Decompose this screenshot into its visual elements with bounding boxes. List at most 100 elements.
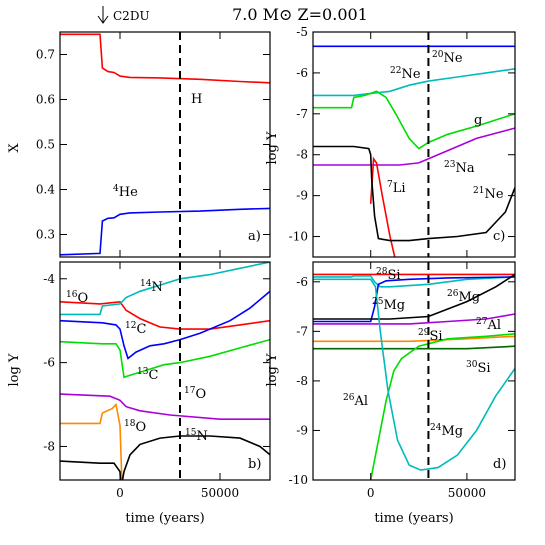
label-O18-symbol: O (135, 420, 146, 435)
label-Li7-mass: 7 (387, 180, 393, 190)
panel-a-frame (59, 31, 271, 258)
y-tick-label: -6 (43, 356, 55, 370)
y-tick-label: -8 (296, 148, 308, 162)
panel-b: -8-6-40 50000 log Y time (years) 16O 14N … (7, 261, 271, 526)
label-Mg26: 26Mg (447, 289, 480, 305)
y-tick-label: 0.5 (36, 138, 55, 152)
label-Si30-symbol: Si (477, 361, 490, 376)
y-tick-label: -5 (296, 25, 308, 39)
label-Al26-mass: 26 (343, 393, 355, 403)
series-16o (60, 300, 270, 330)
series-24mg (313, 278, 515, 471)
panel-c-tag: c) (493, 229, 505, 244)
label-Ne20-symbol: Ne (443, 51, 462, 66)
x-tick-label: 0 (116, 486, 124, 500)
panel-b-tag: b) (248, 457, 261, 472)
series-25mg (313, 275, 515, 288)
panel-b-ylabel: log Y (7, 353, 22, 386)
y-tick-label: -4 (43, 272, 55, 286)
label-Mg25-symbol: Mg (383, 298, 405, 313)
label-C13-symbol: C (148, 368, 158, 383)
label-N14-mass: 14 (140, 279, 152, 289)
label-Mg26-symbol: Mg (458, 290, 480, 305)
panel-d: -10-9-8-7-60 50000 log Y time (years) 28S… (265, 261, 516, 526)
label-Na23-mass: 23 (444, 160, 456, 170)
label-Al27: 27Al (476, 317, 501, 333)
panel-a: 0.3 0.4 0.5 0.6 0.7 X H 4He a) (7, 31, 271, 258)
label-He-symbol: He (119, 185, 138, 200)
label-C12-mass: 12 (125, 321, 136, 331)
x-tick-label: 50000 (201, 486, 239, 500)
y-tick-label: 0.4 (36, 183, 55, 197)
y-tick-label: 0.3 (36, 228, 55, 242)
y-tick-label: -9 (296, 189, 308, 203)
label-Mg26-mass: 26 (447, 289, 459, 299)
label-Mg24-symbol: Mg (441, 424, 463, 439)
label-Ne22-mass: 22 (390, 66, 401, 76)
label-O18: 18O (124, 419, 146, 435)
label-Ne21: 21Ne (473, 186, 504, 202)
figure-title: 7.0 M⊙ Z=0.001 (232, 5, 368, 24)
y-tick-label: -7 (296, 107, 308, 121)
x-tick-label: 0 (367, 486, 375, 500)
series-g (313, 90, 515, 150)
label-Na23-symbol: Na (455, 161, 474, 176)
y-tick-label: -10 (289, 473, 308, 487)
series-22ne (313, 68, 515, 97)
panel-c: -10-9-8-7-6-5 log Y 20Ne 22Ne g 23Na 7Li… (265, 25, 516, 258)
label-Si28-symbol: Si (387, 268, 400, 283)
series-14n (60, 262, 270, 316)
label-Al27-mass: 27 (476, 317, 488, 327)
panel-a-ticks: 0.3 0.4 0.5 0.6 0.7 (36, 32, 270, 257)
label-C12-symbol: C (136, 322, 146, 337)
series-18o (60, 402, 123, 480)
series-15n (60, 435, 270, 480)
panel-d-frame (312, 261, 516, 481)
label-Ne20-mass: 20 (432, 50, 444, 60)
label-Mg25-mass: 25 (372, 297, 384, 307)
label-C13-mass: 13 (137, 367, 149, 377)
y-tick-label: -8 (296, 374, 308, 388)
y-tick-label: -6 (296, 275, 308, 289)
panel-d-xlabel: time (years) (374, 511, 453, 526)
label-Li7: 7Li (387, 180, 406, 196)
y-tick-label: -8 (43, 439, 55, 453)
panel-c-ylabel: log Y (265, 131, 280, 164)
y-tick-label: -10 (289, 230, 308, 244)
panel-c-frame (312, 31, 516, 258)
panel-d-ylabel: log Y (265, 353, 280, 386)
label-Al27-symbol: Al (486, 318, 501, 333)
label-Al26-symbol: Al (353, 394, 368, 409)
label-Mg25: 25Mg (372, 297, 405, 313)
series-4he (60, 207, 270, 256)
panel-d-ticks: -10 -9 -8 -7 -6 0 50000 (289, 262, 515, 500)
series-12c (60, 290, 270, 360)
label-Ne20: 20Ne (432, 50, 463, 66)
label-Ne22: 22Ne (390, 66, 421, 82)
series-13c (60, 338, 270, 379)
label-Si29-symbol: Si (429, 329, 442, 344)
label-O17: 17O (184, 386, 206, 402)
y-tick-label: -9 (296, 423, 308, 437)
panel-b-frame (59, 261, 271, 481)
series-29si (313, 313, 515, 325)
series-26mg (313, 276, 515, 323)
label-O16-mass: 16 (66, 290, 78, 300)
y-tick-label: -7 (296, 324, 308, 338)
series-27al (313, 273, 515, 320)
label-O17-symbol: O (195, 387, 206, 402)
label-O18-mass: 18 (124, 419, 136, 429)
label-Mg24: 24Mg (430, 423, 463, 439)
panel-c-marks (313, 32, 515, 257)
panel-b-marks (60, 262, 270, 480)
series-flat-orange (313, 335, 515, 343)
label-Li7-symbol: Li (393, 181, 406, 196)
label-He-mass: 4 (113, 184, 119, 194)
label-g: g (474, 113, 482, 128)
c2du-marker: C2DU (97, 6, 150, 24)
label-N14: 14N (140, 279, 163, 295)
panel-d-marks (313, 262, 515, 480)
label-O17-mass: 17 (184, 386, 196, 396)
label-N15-mass: 15 (185, 428, 197, 438)
